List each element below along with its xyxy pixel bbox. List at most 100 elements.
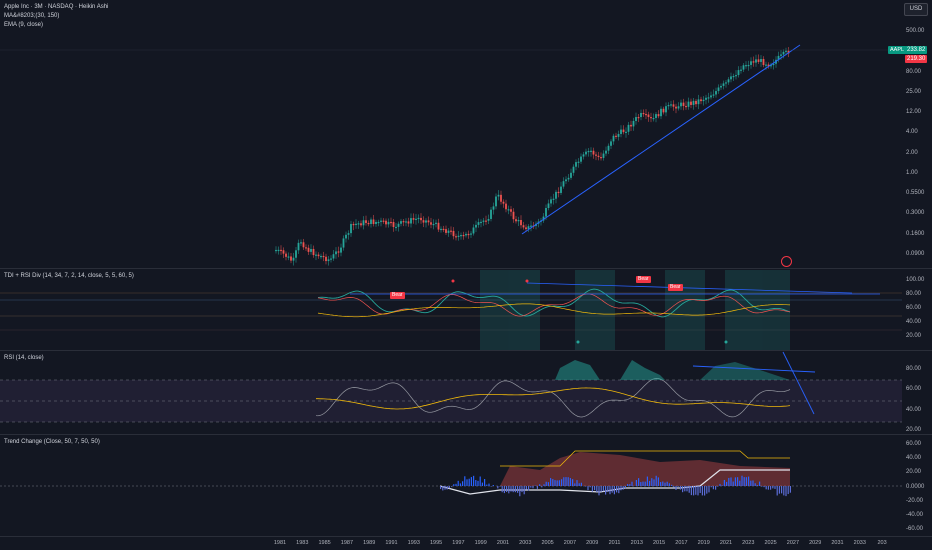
trend-histogram-bar: [475, 480, 477, 486]
candle-body: [717, 87, 720, 92]
candle-body: [597, 155, 600, 158]
trend-histogram-bar: [710, 486, 712, 488]
trend-histogram-bar: [690, 486, 692, 496]
candle-body: [720, 85, 722, 88]
candle-body: [297, 242, 300, 251]
rsi-overbought-fill: [700, 362, 790, 380]
candle-body: [280, 249, 282, 252]
trend-histogram-bar: [519, 486, 521, 497]
candle-body: [710, 95, 712, 98]
trend-histogram-bar: [528, 486, 530, 491]
trend-axis-label: -40.00: [906, 511, 924, 518]
time-axis-label: 2003: [519, 540, 532, 546]
trend-histogram-bar: [721, 485, 723, 486]
trend-histogram-bar: [697, 486, 699, 496]
tdi-legend[interactable]: TDI + RSI Div (14, 34, 7, 2, 14, close, …: [4, 273, 134, 279]
time-axis-label: 2007: [563, 540, 577, 546]
main-legend[interactable]: Apple Inc · 3M · NASDAQ · Heikin Ashi MA…: [4, 3, 108, 30]
trend-histogram-bar: [481, 482, 483, 486]
trend-histogram-bar: [451, 486, 453, 487]
candle-body: [500, 194, 502, 202]
trend-histogram-bar: [506, 486, 508, 493]
trend-histogram-bar: [677, 486, 679, 487]
candle-body: [755, 59, 757, 63]
trend-histogram-bar: [704, 486, 706, 496]
trend-histogram-bar: [756, 485, 758, 486]
pane-separator[interactable]: [0, 350, 932, 351]
trend-histogram-bar: [594, 486, 596, 491]
candle-body: [767, 64, 770, 67]
trend-histogram-bar: [554, 480, 556, 486]
candle-body: [620, 129, 622, 134]
trend-histogram-bar: [706, 486, 708, 494]
price-axis-label: 0.3000: [906, 210, 925, 217]
goto-realtime-icon[interactable]: [781, 256, 792, 267]
trend-histogram-bar: [772, 486, 774, 489]
candle-body: [467, 233, 470, 236]
candle-body: [430, 222, 432, 225]
trend-histogram-bar: [675, 486, 677, 490]
trend-histogram-bar: [565, 477, 567, 486]
tdi-slow-line: [317, 293, 791, 317]
candle-body: [420, 217, 422, 221]
candle-body: [417, 217, 420, 220]
candle-body: [455, 236, 457, 238]
candle-body: [575, 162, 577, 167]
candle-body: [660, 108, 662, 117]
trend-histogram-bar: [457, 480, 459, 486]
candle-body: [325, 256, 327, 262]
candle-body: [562, 181, 565, 187]
time-axis-label: 2025: [764, 540, 777, 546]
pane-separator[interactable]: [0, 434, 932, 435]
rsi-line: [315, 378, 791, 418]
time-axis-label: 2027: [786, 540, 800, 546]
pane-separator[interactable]: [0, 268, 932, 269]
candle-body: [542, 216, 545, 221]
currency-button[interactable]: USD: [904, 3, 928, 16]
trend-histogram-bar: [783, 486, 785, 496]
trend-histogram-bar: [666, 481, 668, 486]
candle-body: [320, 255, 322, 258]
trend-histogram-bar: [618, 486, 620, 494]
trend-histogram-bar: [547, 482, 549, 486]
candle-body: [752, 61, 755, 63]
candle-body: [652, 117, 655, 120]
trend-legend[interactable]: Trend Change (Close, 50, 7, 50, 50): [4, 439, 100, 445]
trend-histogram-bar: [688, 486, 690, 493]
candle-body: [770, 65, 772, 67]
tdi-signal-dot: [451, 279, 455, 283]
legend-ema[interactable]: EMA (9, close): [4, 22, 44, 28]
candle-body: [415, 218, 417, 221]
trend-histogram-bar: [464, 476, 466, 486]
trend-histogram-bar: [776, 486, 778, 496]
trend-histogram-bar: [585, 486, 587, 487]
candle-body: [615, 135, 617, 137]
trend-histogram-bar: [440, 486, 442, 490]
trend-histogram-bar: [682, 486, 684, 493]
candle-body: [462, 235, 465, 237]
trend-histogram-bar: [591, 486, 593, 492]
legend-ma[interactable]: MA&#8203;(30, 150): [4, 13, 60, 19]
candle-body: [607, 145, 610, 151]
tdi-axis-label: 60.00: [906, 305, 922, 311]
time-axis-label: 2029: [809, 540, 822, 546]
candle-body: [600, 157, 602, 159]
legend-title[interactable]: Apple Inc · 3M · NASDAQ · Heikin Ashi: [4, 4, 109, 10]
candle-body: [630, 124, 632, 127]
candle-body: [345, 234, 347, 239]
rsi-legend[interactable]: RSI (14, close): [4, 355, 44, 361]
candle-body: [787, 50, 790, 54]
trend-histogram-bar: [552, 479, 554, 486]
candle-body: [650, 117, 652, 119]
candle-body: [460, 235, 462, 237]
candle-body: [302, 242, 305, 248]
candle-body: [482, 220, 485, 222]
last-price-tag: 233.82: [905, 46, 928, 54]
time-axis-label: 1981: [273, 540, 287, 546]
candle-body: [745, 65, 747, 67]
time-axis-label: 1999: [474, 540, 487, 546]
price-axis-label: 0.0900: [906, 251, 925, 257]
candle-body: [472, 227, 475, 234]
